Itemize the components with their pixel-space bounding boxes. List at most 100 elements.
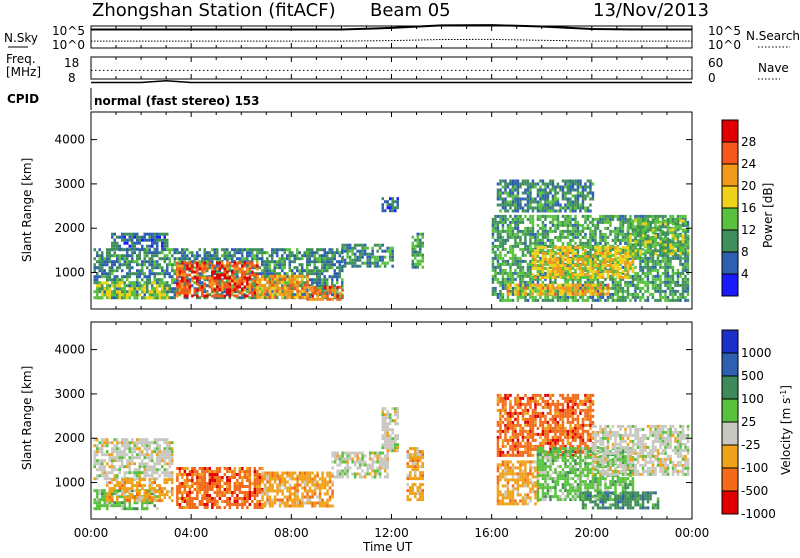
heat-cell (499, 272, 502, 275)
heat-cell (587, 195, 590, 198)
heat-cell (672, 275, 675, 278)
heat-cell (632, 224, 635, 227)
heat-cell (674, 219, 677, 222)
heat-cell (572, 186, 575, 189)
heat-cell (574, 180, 577, 183)
heat-cell (121, 296, 124, 299)
heat-cell (592, 273, 595, 276)
heat-cell (376, 244, 379, 247)
heat-cell (639, 278, 642, 281)
heat-cell (417, 239, 420, 242)
heat-cell (241, 248, 244, 251)
heat-cell (562, 276, 565, 279)
heat-cell (589, 296, 592, 299)
heat-cell (502, 198, 505, 201)
heat-cell (181, 257, 184, 260)
heat-cell (422, 260, 425, 263)
heat-cell (672, 296, 675, 299)
heat-cell (229, 251, 232, 254)
heat-cell (309, 272, 312, 275)
heat-cell (657, 299, 660, 302)
heat-cell (647, 299, 650, 302)
heat-cell (376, 250, 379, 253)
heat-cell (379, 259, 382, 262)
heat-cell (224, 248, 227, 251)
heat-cell (587, 224, 590, 227)
heat-cell (529, 293, 532, 296)
heat-cell (286, 284, 289, 287)
heat-cell (139, 441, 142, 444)
heat-cell (667, 284, 670, 287)
heat-cell (599, 236, 602, 239)
heat-cell (382, 203, 385, 206)
heat-cell (542, 264, 545, 267)
heat-cell (96, 275, 99, 278)
heat-cell (679, 224, 682, 227)
heat-cell (539, 246, 542, 249)
heat-cell (622, 215, 625, 218)
heat-cell (494, 215, 497, 218)
heat-cell (417, 266, 420, 269)
heat-cell (134, 444, 137, 447)
heat-cell (116, 242, 119, 245)
heat-cell (529, 275, 532, 278)
heat-cell (159, 450, 162, 453)
heat-cell (276, 287, 279, 290)
heat-cell (667, 278, 670, 281)
heat-cell (579, 186, 582, 189)
heat-cell (109, 266, 112, 269)
heat-cell (637, 239, 640, 242)
nsky-right-tick-high: 10^5 (708, 24, 741, 38)
heat-cell (499, 236, 502, 239)
heat-cell (299, 272, 302, 275)
heat-cell (614, 258, 617, 261)
heat-cell (569, 230, 572, 233)
heat-cell (259, 284, 262, 287)
y-tick-label: 4000 (54, 133, 85, 147)
heat-cell (361, 250, 364, 253)
heat-cell (129, 254, 132, 257)
heat-cell (579, 267, 582, 270)
heat-cell (599, 242, 602, 245)
heat-cell (136, 236, 139, 239)
heat-cell (216, 277, 219, 280)
heat-cell (311, 281, 314, 284)
heat-cell (577, 189, 580, 192)
heat-cell (642, 215, 645, 218)
heat-cell (537, 270, 540, 273)
heat-cell (564, 249, 567, 252)
heat-cell (567, 186, 570, 189)
heat-cell (106, 471, 109, 474)
heat-cell (524, 192, 527, 195)
heat-cell (259, 281, 262, 284)
heat-cell (154, 263, 157, 266)
heat-cell (99, 287, 102, 290)
heat-cell (141, 465, 144, 468)
heat-cell (562, 242, 565, 245)
heat-cell (271, 272, 274, 275)
heat-cell (271, 290, 274, 293)
heat-cell (544, 255, 547, 258)
heat-cell (101, 260, 104, 263)
heat-cell (529, 278, 532, 281)
heat-cell (344, 244, 347, 247)
heat-cell (559, 224, 562, 227)
heat-cell (186, 295, 189, 298)
heat-cell (647, 249, 650, 252)
heat-cell (567, 201, 570, 204)
heat-cell (524, 272, 527, 275)
heat-cell (249, 248, 252, 251)
heat-cell (387, 200, 390, 203)
heat-cell (136, 233, 139, 236)
heat-cell (99, 459, 102, 462)
heat-cell (391, 259, 394, 262)
heat-cell (634, 249, 637, 252)
heat-cell (121, 263, 124, 266)
heat-cell (261, 269, 264, 272)
heat-cell (296, 257, 299, 260)
heat-cell (419, 260, 422, 263)
heat-cell (146, 245, 149, 248)
heat-cell (569, 218, 572, 221)
heat-cell (226, 283, 229, 286)
heat-cell (139, 251, 142, 254)
